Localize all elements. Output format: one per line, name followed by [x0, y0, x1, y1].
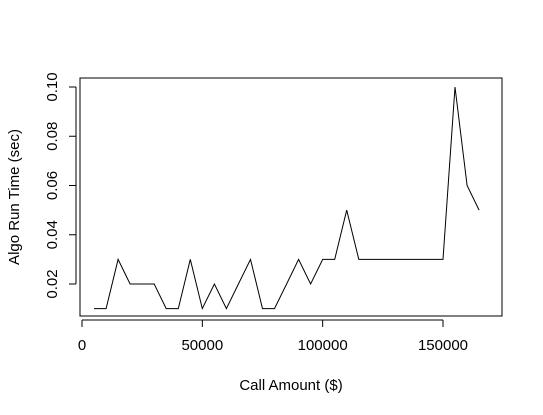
x-tick-label: 50000 — [181, 337, 223, 354]
y-tick-label: 0.10 — [44, 72, 61, 101]
x-axis: 0 50000 100000 150000 — [78, 319, 468, 354]
y-tick-label: 0.02 — [44, 269, 61, 298]
x-tick-label: 0 — [78, 337, 86, 354]
y-axis: 0.02 0.04 0.06 0.08 0.10 — [44, 72, 77, 299]
plot-frame — [79, 77, 503, 317]
x-tick-label: 100000 — [298, 337, 348, 354]
x-tick-label: 150000 — [418, 337, 468, 354]
series-layer — [94, 86, 480, 311]
y-tick-label: 0.04 — [44, 220, 61, 249]
y-tick-label: 0.08 — [44, 122, 61, 151]
y-axis-title: Algo Run Time (sec) — [6, 129, 23, 265]
series-line — [94, 86, 480, 311]
x-axis-title: Call Amount ($) — [239, 377, 342, 394]
y-tick-label: 0.06 — [44, 171, 61, 200]
